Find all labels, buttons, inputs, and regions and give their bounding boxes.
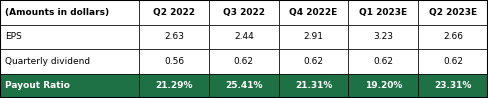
Bar xyxy=(139,0,209,24)
Bar xyxy=(209,0,279,24)
Text: 3.23: 3.23 xyxy=(373,32,393,41)
Bar xyxy=(0,74,139,98)
Text: 2.44: 2.44 xyxy=(234,32,254,41)
Text: 0.62: 0.62 xyxy=(443,57,463,66)
Bar xyxy=(348,0,418,24)
Text: 0.62: 0.62 xyxy=(234,57,254,66)
Text: 0.62: 0.62 xyxy=(304,57,324,66)
Text: Quarterly dividend: Quarterly dividend xyxy=(5,57,90,66)
Text: 21.29%: 21.29% xyxy=(155,81,193,90)
Bar xyxy=(0,49,139,74)
Bar xyxy=(209,24,279,49)
Bar xyxy=(0,24,139,49)
Bar xyxy=(348,49,418,74)
Text: Q1 2023E: Q1 2023E xyxy=(359,8,407,17)
Text: 0.56: 0.56 xyxy=(164,57,184,66)
Bar xyxy=(279,49,348,74)
Text: Payout Ratio: Payout Ratio xyxy=(5,81,70,90)
Text: 2.91: 2.91 xyxy=(304,32,324,41)
Text: 0.62: 0.62 xyxy=(373,57,393,66)
Bar xyxy=(418,74,488,98)
Text: 2.66: 2.66 xyxy=(443,32,463,41)
Text: 23.31%: 23.31% xyxy=(434,81,472,90)
Bar xyxy=(348,74,418,98)
Bar xyxy=(418,0,488,24)
Bar xyxy=(139,74,209,98)
Bar xyxy=(139,49,209,74)
Bar xyxy=(0,0,139,24)
Bar xyxy=(209,74,279,98)
Bar xyxy=(139,24,209,49)
Text: 25.41%: 25.41% xyxy=(225,81,263,90)
Bar xyxy=(279,24,348,49)
Text: 21.31%: 21.31% xyxy=(295,81,332,90)
Text: 2.63: 2.63 xyxy=(164,32,184,41)
Bar xyxy=(418,24,488,49)
Bar xyxy=(279,74,348,98)
Text: (Amounts in dollars): (Amounts in dollars) xyxy=(5,8,109,17)
Bar xyxy=(279,0,348,24)
Bar xyxy=(418,49,488,74)
Text: 19.20%: 19.20% xyxy=(365,81,402,90)
Text: Q4 2022E: Q4 2022E xyxy=(289,8,338,17)
Text: Q3 2022: Q3 2022 xyxy=(223,8,265,17)
Text: Q2 2023E: Q2 2023E xyxy=(429,8,477,17)
Bar xyxy=(348,24,418,49)
Text: Q2 2022: Q2 2022 xyxy=(153,8,195,17)
Text: EPS: EPS xyxy=(5,32,21,41)
Bar xyxy=(209,49,279,74)
